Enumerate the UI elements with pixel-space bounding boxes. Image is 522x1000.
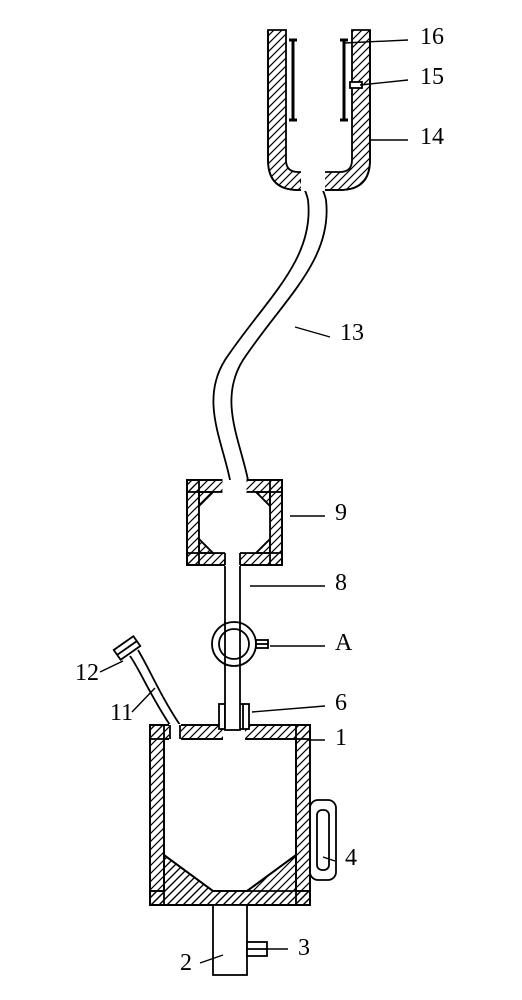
svg-text:2: 2 — [180, 950, 192, 976]
svg-text:A: A — [335, 630, 353, 656]
svg-text:11: 11 — [110, 700, 133, 726]
svg-text:6: 6 — [335, 690, 347, 716]
svg-text:16: 16 — [420, 24, 444, 50]
svg-text:14: 14 — [420, 124, 444, 150]
svg-text:12: 12 — [75, 660, 99, 686]
svg-text:15: 15 — [420, 64, 444, 90]
svg-text:13: 13 — [340, 320, 364, 346]
svg-text:1: 1 — [335, 725, 347, 751]
svg-text:4: 4 — [345, 845, 357, 871]
svg-text:9: 9 — [335, 500, 347, 526]
svg-text:8: 8 — [335, 570, 347, 596]
svg-text:3: 3 — [298, 935, 310, 961]
